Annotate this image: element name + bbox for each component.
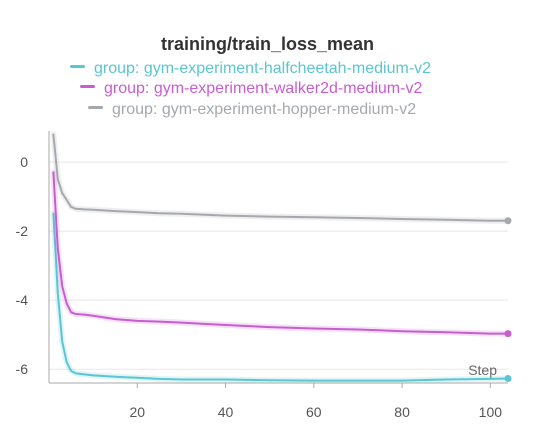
legend-label-walker2d: group: gym-experiment-walker2d-medium-v2 bbox=[104, 80, 423, 97]
legend-label-halfcheetah: group: gym-experiment-halfcheetah-medium… bbox=[94, 60, 432, 77]
series-band-halfcheetah bbox=[50, 210, 511, 384]
series-end-point-walker2d bbox=[504, 330, 512, 338]
series-end-point-hopper bbox=[504, 217, 512, 225]
legend-item-walker2d[interactable]: group: gym-experiment-walker2d-medium-v2 bbox=[80, 80, 422, 98]
legend-swatch-walker2d bbox=[80, 85, 95, 89]
legend-item-halfcheetah[interactable]: group: gym-experiment-halfcheetah-medium… bbox=[70, 60, 431, 78]
y-tick-label: 0 bbox=[20, 154, 28, 170]
x-tick-label: 40 bbox=[218, 404, 234, 420]
series-end-point-halfcheetah bbox=[504, 375, 512, 383]
y-tick-label: -2 bbox=[16, 223, 29, 239]
x-tick-label: 60 bbox=[306, 404, 322, 420]
chart-title: training/train_loss_mean bbox=[160, 34, 375, 54]
series-line-hopper bbox=[52, 133, 509, 222]
x-tick-label: 100 bbox=[479, 404, 503, 420]
x-tick-label: 80 bbox=[394, 404, 410, 420]
series-line-halfcheetah bbox=[52, 212, 509, 382]
x-tick-label: 20 bbox=[129, 404, 145, 420]
legend-label-hopper: group: gym-experiment-hopper-medium-v2 bbox=[112, 101, 417, 118]
x-axis-title: Step bbox=[468, 362, 497, 378]
series-band-hopper bbox=[50, 131, 511, 224]
y-tick-label: -6 bbox=[16, 361, 29, 377]
y-tick-label: -4 bbox=[16, 292, 29, 308]
series-band-walker2d bbox=[50, 169, 511, 337]
legend-swatch-halfcheetah bbox=[70, 65, 85, 69]
legend-item-hopper[interactable]: group: gym-experiment-hopper-medium-v2 bbox=[88, 101, 416, 119]
series-line-walker2d bbox=[52, 171, 509, 335]
legend-swatch-hopper bbox=[88, 106, 103, 110]
